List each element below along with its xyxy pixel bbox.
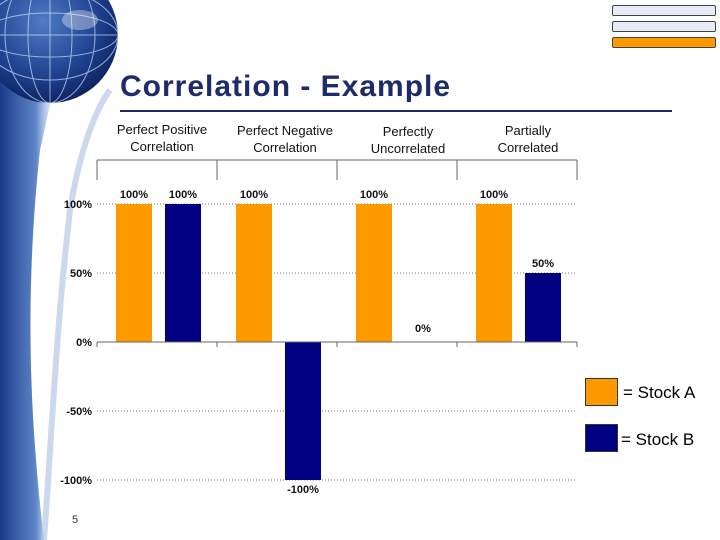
bar-stock-a-3	[356, 204, 392, 342]
y-tick-label-0: 100%	[64, 199, 92, 211]
y-tick-label-3: -50%	[66, 406, 92, 418]
bar-stock-a-2	[236, 204, 272, 342]
slide-title: Correlation - Example	[120, 70, 452, 103]
category-label-3: Perfectly Uncorrelated	[343, 123, 473, 157]
category-label-3-line-1: Perfectly	[382, 124, 434, 139]
bar-stock-b-1	[165, 204, 201, 342]
category-label-4: Partially Correlated	[463, 122, 593, 156]
data-label-stock-b-2: -100%	[287, 484, 319, 496]
data-label-stock-a-1: 100%	[120, 189, 148, 201]
legend-swatch-stock-a	[585, 378, 618, 406]
category-label-1-line-2: Correlation	[130, 139, 194, 154]
data-label-stock-a-3: 100%	[360, 189, 388, 201]
globe-icon	[0, 0, 119, 104]
category-label-2-line-1: Perfect Negative	[236, 123, 334, 138]
legend-swatch-stock-b	[585, 424, 618, 452]
data-label-stock-a-2: 100%	[240, 189, 268, 201]
bar-stock-b-2	[285, 342, 321, 480]
y-tick-label-1: 50%	[70, 268, 92, 280]
legend-label-stock-b: = Stock B	[621, 430, 695, 449]
data-label-stock-a-4: 100%	[480, 189, 508, 201]
category-label-4-line-1: Partially	[504, 123, 552, 138]
category-label-1-line-1: Perfect Positive	[116, 122, 208, 137]
bar-stock-a-4	[476, 204, 512, 342]
category-label-4-line-2: Correlated	[497, 140, 559, 155]
slide-number: 5	[72, 514, 79, 526]
decorative-bar-2	[612, 21, 716, 32]
y-tick-label-2: 0%	[76, 337, 92, 349]
category-label-2: Perfect Negative Correlation	[220, 122, 350, 156]
title-underline	[120, 110, 672, 112]
data-label-stock-b-3: 0%	[415, 323, 431, 335]
data-label-stock-b-1: 100%	[169, 189, 197, 201]
category-label-1: Perfect Positive Correlation	[97, 121, 227, 155]
category-label-2-line-2: Correlation	[253, 140, 317, 155]
category-label-3-line-2: Uncorrelated	[370, 141, 446, 156]
bar-stock-b-4	[525, 273, 561, 342]
decorative-bar-1	[612, 5, 716, 16]
decorative-bar-3	[612, 37, 716, 48]
y-tick-label-4: -100%	[60, 475, 92, 487]
bar-stock-a-1	[116, 204, 152, 342]
data-label-stock-b-4: 50%	[532, 258, 554, 270]
legend-label-stock-a: = Stock A	[623, 383, 696, 402]
